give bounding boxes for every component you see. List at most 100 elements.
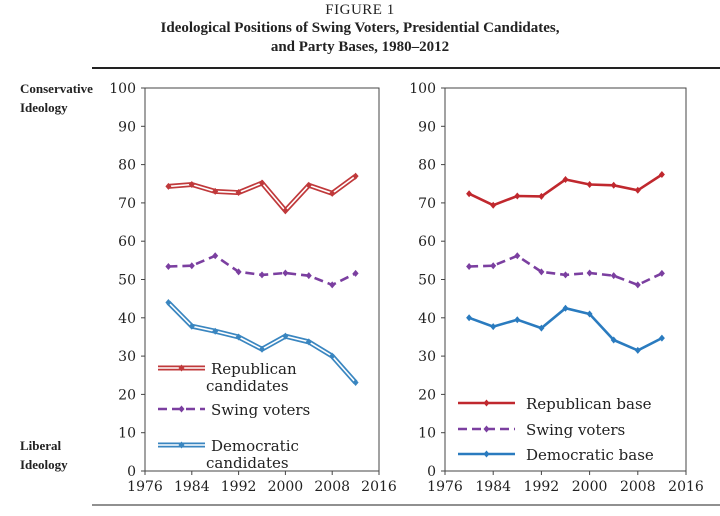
legend-label: candidates	[206, 377, 289, 395]
data-point	[514, 192, 521, 200]
y-tick-label: 30	[418, 349, 436, 365]
data-point	[305, 181, 312, 189]
data-point	[562, 176, 569, 184]
legend-label: Republican	[211, 360, 297, 378]
legend-label: Democratic base	[526, 446, 654, 464]
data-point	[538, 192, 545, 200]
x-tick-label: 1992	[524, 479, 560, 495]
data-point	[235, 268, 242, 276]
legend-label: Swing voters	[211, 401, 310, 419]
legend-marker	[178, 364, 185, 372]
data-point	[259, 271, 265, 279]
y-tick-label: 50	[418, 273, 436, 289]
x-tick-label: 1976	[127, 479, 163, 495]
data-point	[610, 272, 617, 280]
legend-label: Democratic	[211, 437, 299, 455]
data-point	[466, 190, 473, 198]
data-point	[329, 352, 336, 360]
data-point	[538, 268, 545, 276]
series-swing-voters	[165, 252, 359, 289]
data-point	[212, 327, 219, 335]
conservative-label-line1: Conservative	[20, 81, 93, 96]
data-point	[514, 316, 521, 324]
liberal-label-line2: Ideology	[20, 457, 68, 472]
legend-item: Swing voters	[458, 421, 625, 439]
y-tick-label: 10	[118, 426, 136, 442]
legend-marker	[178, 441, 185, 449]
legend-item: Republican base	[458, 395, 652, 413]
y-tick-label: 80	[418, 158, 436, 174]
legend-label: Swing voters	[526, 421, 625, 439]
data-point	[538, 324, 545, 332]
y-tick-label: 60	[418, 234, 436, 250]
x-tick-label: 1976	[427, 479, 463, 495]
series-democratic-candidates	[165, 298, 359, 387]
chart-panel-1: 0 10 20 30 40 50 60 70 80 90 100 1976 1984 1992 2000 20…	[109, 81, 397, 495]
x-tick-label: 1984	[174, 479, 210, 495]
data-point	[490, 201, 497, 209]
data-point	[165, 298, 172, 306]
data-point	[586, 181, 593, 189]
x-tick-label: 2016	[668, 479, 704, 495]
y-tick-label: 30	[118, 349, 136, 365]
y-tick-label: 40	[118, 311, 136, 327]
y-tick-label: 70	[418, 196, 436, 212]
legend-item: Democratic base	[458, 446, 654, 464]
data-point	[634, 281, 641, 289]
liberal-label: Liberal Ideology	[20, 436, 68, 474]
chart-panel-2: 0 10 20 30 40 50 60 70 80 90 100 1976 1984 1992 2000 20…	[409, 81, 704, 495]
legend-label: candidates	[206, 454, 289, 472]
y-tick-label: 100	[409, 81, 436, 97]
data-point	[188, 181, 195, 189]
data-point	[329, 281, 336, 289]
x-tick-label: 2016	[361, 479, 397, 495]
data-point	[658, 269, 665, 277]
data-point	[610, 336, 617, 344]
data-point	[562, 271, 569, 279]
data-point	[212, 252, 219, 260]
data-point	[329, 189, 336, 197]
y-tick-label: 100	[109, 81, 136, 97]
data-point	[305, 338, 312, 346]
data-point	[165, 262, 172, 270]
data-point	[490, 262, 497, 270]
x-tick-label: 1984	[475, 479, 511, 495]
legend-marker	[483, 399, 490, 407]
data-point	[562, 304, 569, 312]
data-point	[466, 262, 473, 270]
series-swing-voters	[466, 252, 665, 289]
y-tick-label: 20	[418, 387, 436, 403]
data-point	[305, 272, 312, 280]
series-republican-base	[466, 171, 665, 209]
data-point	[352, 269, 359, 277]
data-point	[235, 333, 242, 341]
figure-title-line2: and Party Bases, 1980–2012	[270, 39, 450, 55]
data-point	[490, 323, 497, 331]
data-point	[658, 171, 665, 179]
series-democratic-base	[466, 304, 665, 354]
legend-marker	[178, 405, 185, 413]
legend-marker	[483, 450, 490, 458]
figure-label: FIGURE 1	[325, 2, 395, 18]
series-line	[468, 306, 663, 352]
y-tick-label: 0	[127, 464, 136, 480]
data-point	[259, 345, 265, 353]
data-point	[586, 269, 593, 277]
x-tick-label: 2000	[572, 479, 608, 495]
data-point	[610, 181, 617, 189]
legend-label: Republican base	[526, 395, 652, 413]
data-point	[634, 346, 641, 354]
y-tick-label: 80	[118, 158, 136, 174]
y-tick-label: 50	[118, 273, 136, 289]
data-point	[586, 310, 593, 318]
y-tick-label: 20	[118, 387, 136, 403]
data-point	[352, 379, 359, 387]
y-tick-label: 90	[118, 119, 136, 135]
data-point	[212, 187, 219, 195]
data-point	[235, 189, 242, 197]
data-point	[282, 332, 289, 340]
data-point	[188, 262, 195, 270]
